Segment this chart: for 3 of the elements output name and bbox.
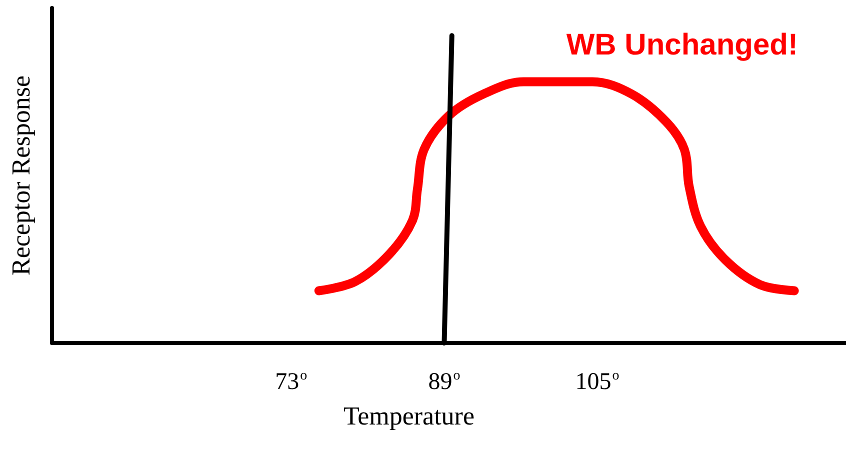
y-axis-title: Receptor Response (6, 75, 36, 276)
annotation: WB Unchanged! (566, 28, 798, 62)
x-axis-title: Temperature (344, 402, 474, 430)
